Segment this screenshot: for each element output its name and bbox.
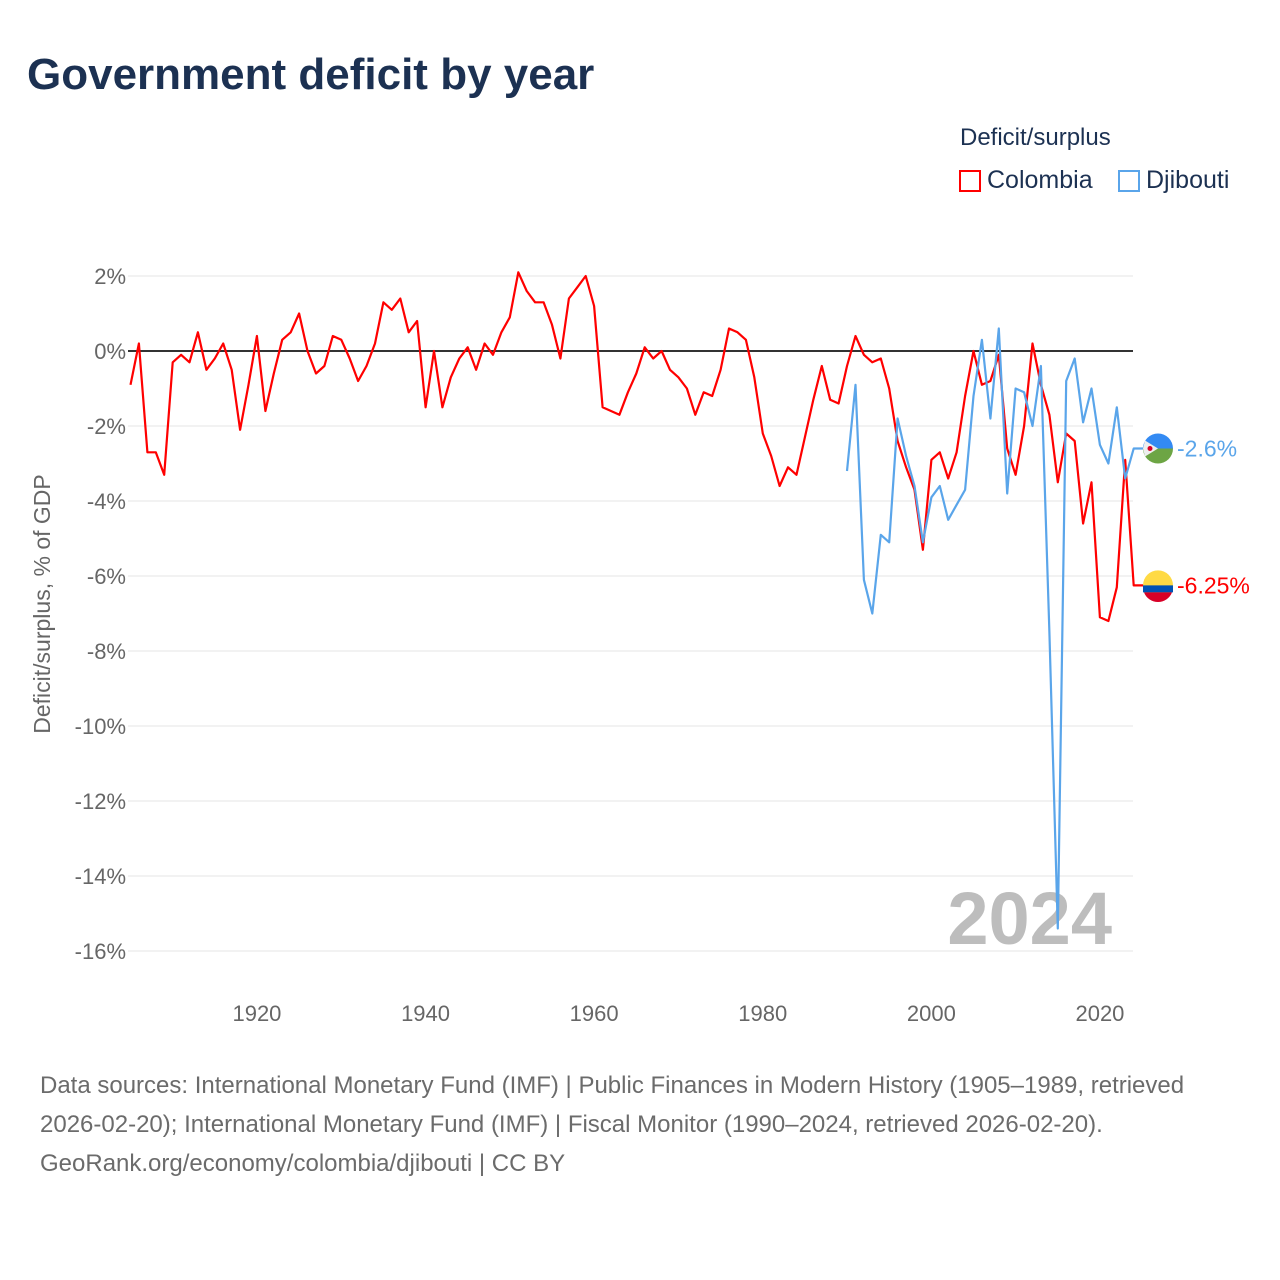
credit-link[interactable]: GeoRank.org/economy/colombia/djibouti | … — [40, 1150, 566, 1177]
y-tick-label: -2% — [87, 414, 126, 439]
x-tick-label: 1940 — [401, 1001, 450, 1026]
end-value-label: -2.6% — [1177, 436, 1237, 462]
series-line-djibouti — [845, 327, 1144, 930]
legend-swatch-colombia — [959, 169, 981, 192]
y-tick-label: 2% — [94, 264, 126, 289]
x-tick-label: 1920 — [232, 1001, 281, 1026]
series-line-colombia — [129, 271, 1144, 623]
year-watermark: 2024 — [947, 877, 1112, 960]
legend-title: Deficit/surplus — [960, 124, 1111, 151]
flag-red — [1144, 592, 1172, 602]
y-tick-label: -8% — [87, 639, 126, 664]
legend-item-colombia[interactable]: Colombia — [959, 166, 1093, 195]
y-tick-label: -6% — [87, 564, 126, 589]
flag-star — [1147, 446, 1153, 451]
y-tick-label: -4% — [87, 489, 126, 514]
x-tick-label: 1960 — [570, 1001, 619, 1026]
flag-icon-djibouti — [1143, 433, 1173, 464]
x-tick-label: 2000 — [907, 1001, 956, 1026]
legend-label: Colombia — [987, 166, 1093, 194]
y-tick-label: 0% — [94, 339, 126, 364]
y-tick-label: -12% — [75, 789, 126, 814]
x-tick-label: 1980 — [738, 1001, 787, 1026]
line-chart: Deficit/surplus, % of GDP 2024 2% 0% -2% -4… — [29, 264, 1250, 1026]
page-title: Government deficit by year — [27, 50, 595, 99]
y-tick-label: -10% — [75, 714, 126, 739]
legend-label: Djibouti — [1146, 166, 1230, 194]
end-value-label: -6.25% — [1177, 572, 1250, 598]
flag-icon-colombia — [1143, 570, 1173, 602]
y-axis-label: Deficit/surplus, % of GDP — [29, 474, 55, 733]
y-tick-label: -16% — [75, 939, 126, 964]
legend-swatch-djibouti — [1118, 169, 1140, 192]
y-tick-label: -14% — [75, 864, 126, 889]
data-sources: Data sources: International Monetary Fun… — [40, 1072, 1185, 1138]
footer: Data sources: International Monetary Fun… — [40, 1066, 1240, 1183]
legend-item-djibouti[interactable]: Djibouti — [1118, 166, 1229, 195]
flag-blue — [1143, 585, 1173, 593]
x-tick-label: 2020 — [1075, 1001, 1124, 1026]
